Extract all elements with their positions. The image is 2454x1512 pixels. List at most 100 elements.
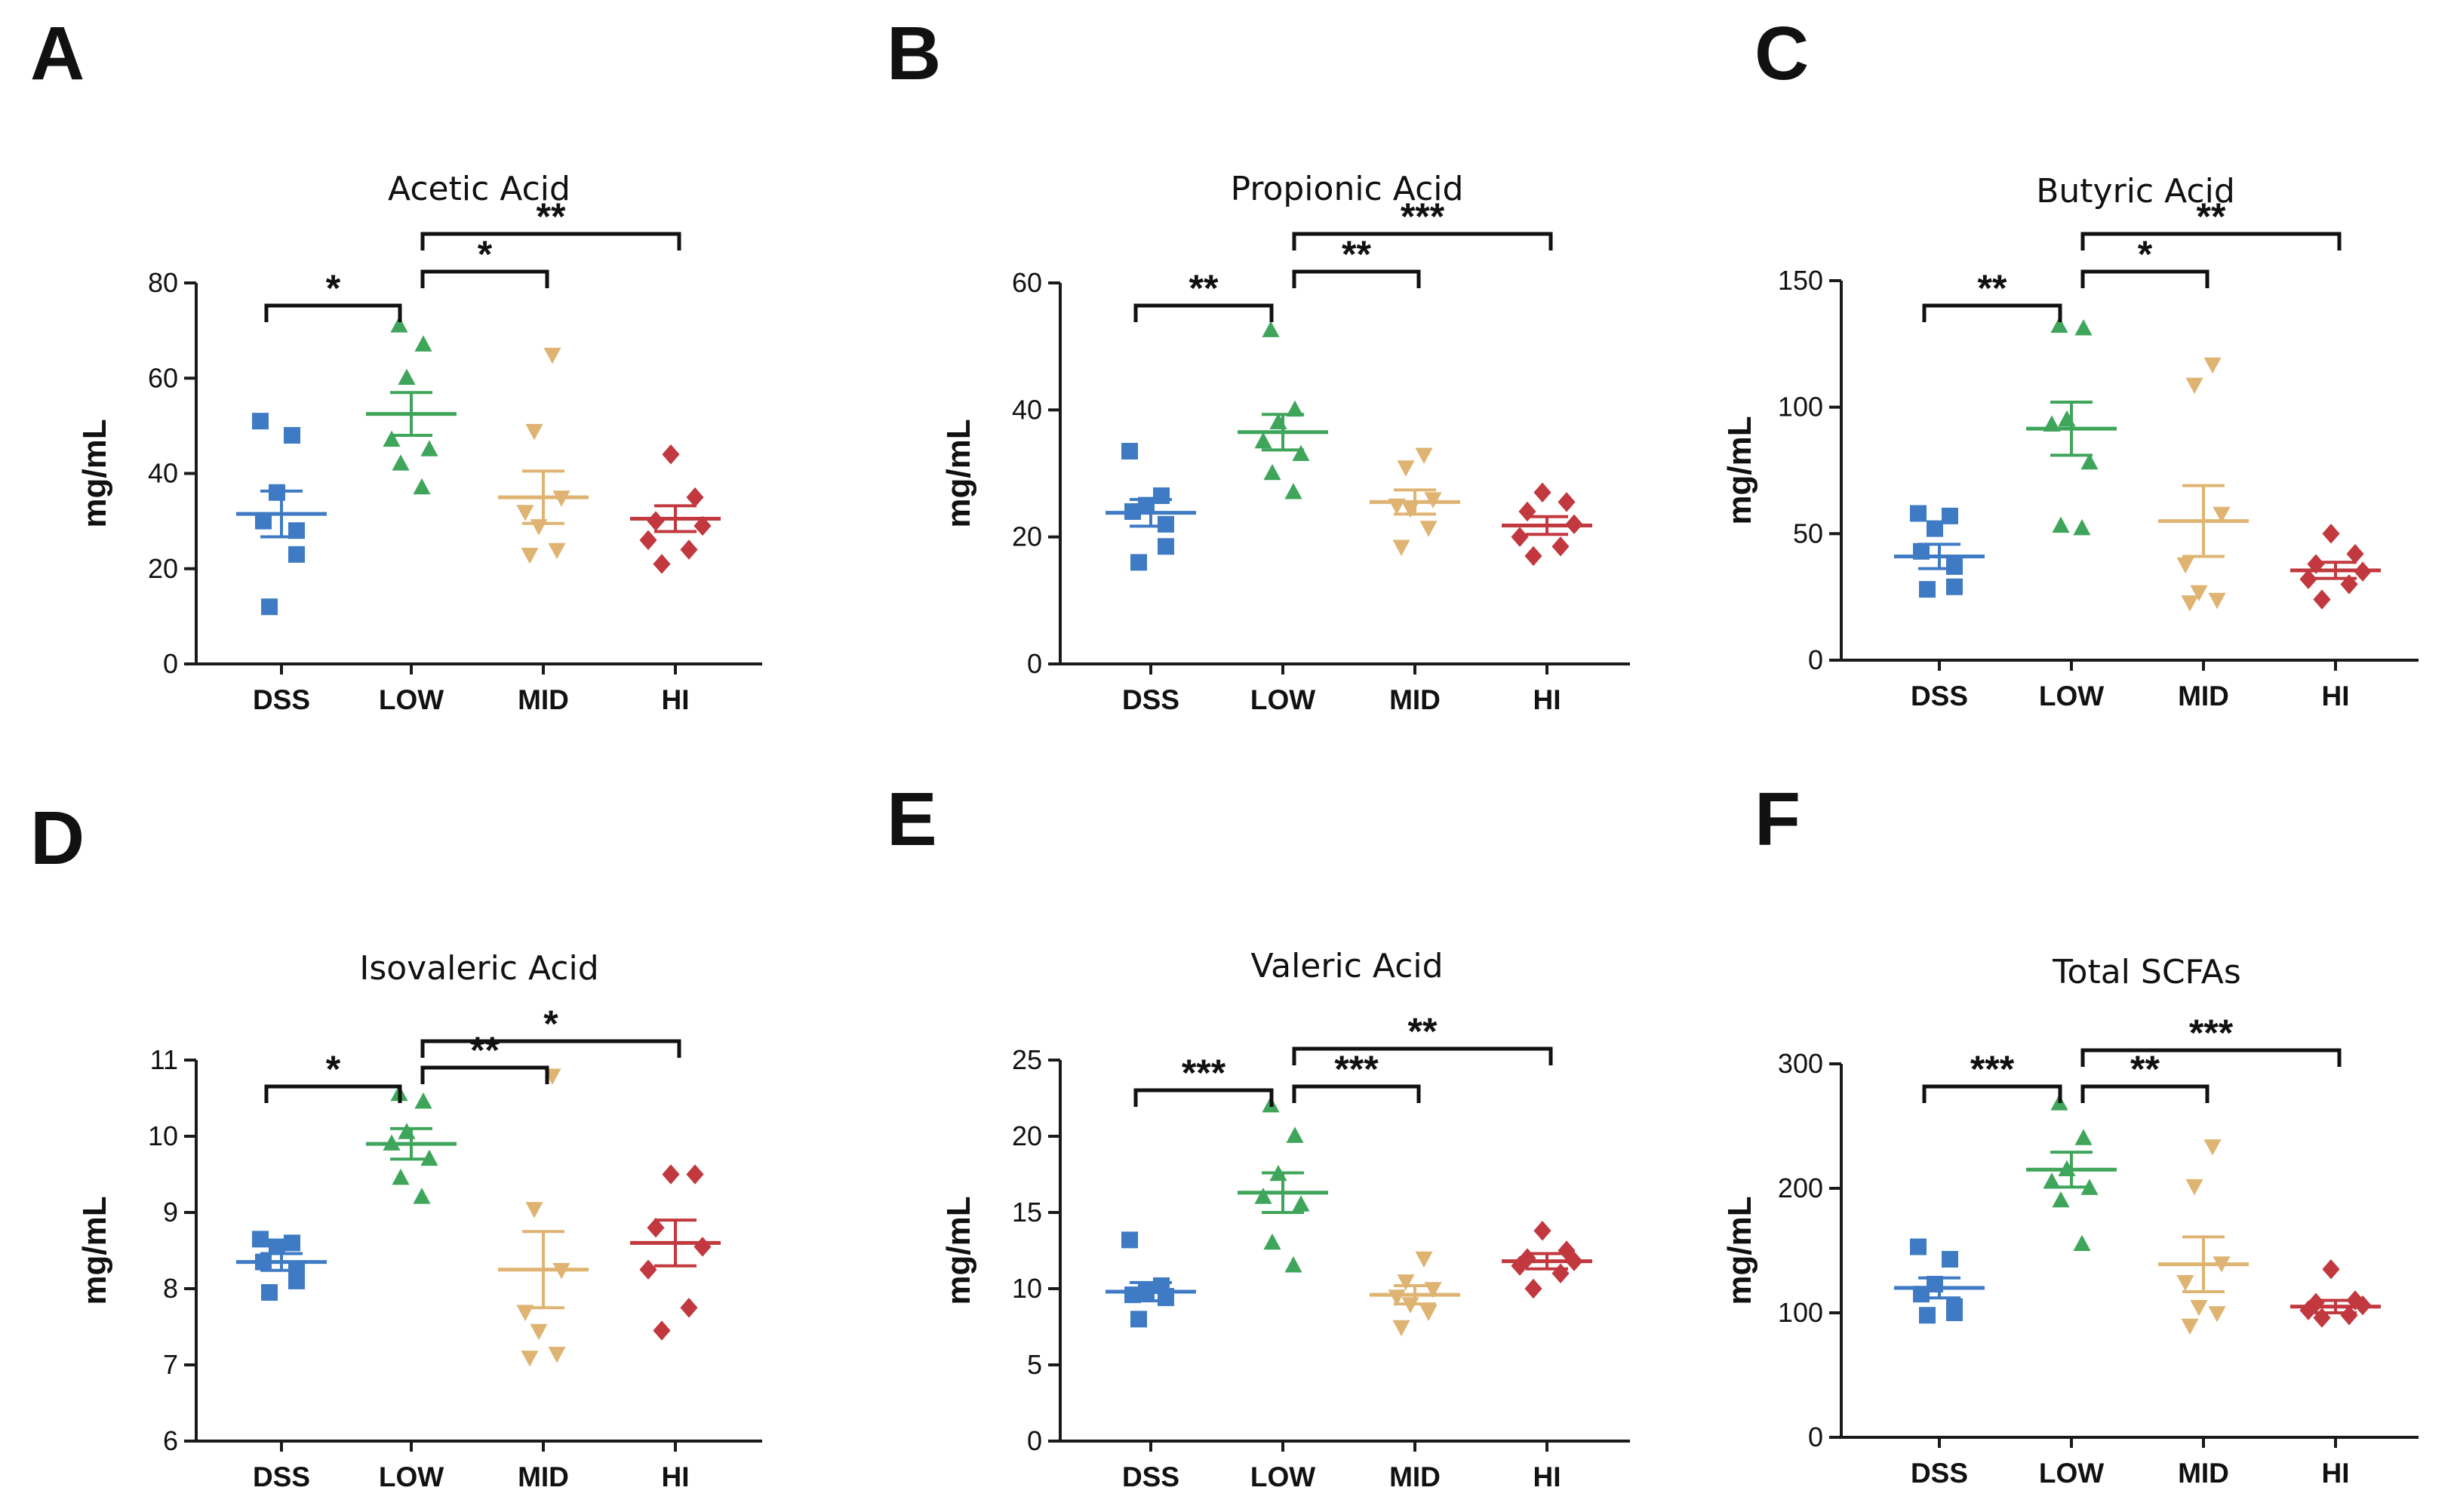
significance-bracket [2080,232,2342,250]
panel-letter: D [30,796,85,880]
data-point [1533,482,1551,502]
data-point [2322,524,2340,544]
x-tick-label: LOW [379,1461,444,1492]
y-tick-label: 11 [150,1044,178,1075]
significance-bracket [420,232,681,250]
data-point [2346,543,2364,564]
panel-letter: A [30,11,85,96]
data-point [288,545,305,563]
data-point [420,440,438,456]
x-tick-label: MID [2178,1458,2229,1489]
y-tick-label: 20 [1012,521,1042,552]
series-hi [2290,1259,2381,1328]
y-tick-label: 0 [1027,1425,1042,1456]
series-dss [236,1231,327,1301]
data-point [693,1237,712,1257]
data-point [2190,1299,2208,1317]
data-point [1419,521,1438,537]
chart-panel-f: F Total SCFAs 0 100 200 300 mg/mL DSS LOW MID HI **… [1721,777,2419,1489]
data-point [521,548,539,564]
significance-bracket [1292,1046,1553,1065]
data-point [1919,581,1936,598]
data-point [2340,1305,2358,1326]
y-axis-label: mg/mL [940,1196,977,1305]
x-tick-label: DSS [1122,684,1179,715]
data-point [1397,460,1415,477]
x-tick-label: HI [662,1461,690,1492]
y-tick-label: 300 [1778,1048,1823,1079]
significance-label: ** [2197,195,2226,238]
significance-bracket [1133,303,1274,322]
data-point [398,368,416,386]
data-point [2208,592,2226,610]
data-point [252,1231,269,1248]
series-dss [1894,1238,1985,1324]
significance-bracket [2080,1048,2342,1067]
data-point [1254,432,1272,449]
x-tick-label: HI [1533,1461,1561,1492]
data-point [1415,447,1433,464]
y-tick-label: 60 [1012,267,1042,298]
data-point [255,512,272,530]
data-point [525,1202,543,1219]
data-point [269,1238,285,1255]
significance-label: *** [1182,1052,1226,1094]
data-point [390,316,408,333]
significance-bracket [420,1065,549,1084]
series-mid [498,1068,589,1367]
data-point [1524,545,1542,567]
data-point [1130,554,1147,571]
x-tick-label: DSS [253,1461,310,1492]
data-point [521,1351,539,1367]
y-tick-label: 0 [1027,648,1042,679]
y-axis-label: mg/mL [1721,1196,1758,1305]
data-point [1927,520,1943,537]
series-dss [1106,1231,1196,1328]
x-tick-label: HI [662,684,690,715]
significance-bracket [1922,1084,2062,1103]
data-point [1946,578,1963,595]
series-mid [2158,357,2249,612]
data-point [2073,1234,2091,1252]
data-point [1533,1221,1551,1241]
significance-label: ** [1978,267,2007,309]
data-point [288,1272,305,1289]
y-tick-label: 9 [163,1197,178,1228]
x-tick-label: LOW [1250,1461,1315,1492]
chart-title: Total SCFAs [2052,953,2241,991]
data-point [2176,1274,2194,1292]
data-point [639,1259,657,1280]
data-point [2313,589,2331,610]
data-point [543,347,561,364]
series-low [2026,1094,2117,1252]
y-tick-label: 5 [1027,1349,1042,1380]
data-point [2181,1318,2199,1335]
data-point [662,444,680,465]
y-axis-label: mg/mL [1721,416,1758,524]
data-point [686,1164,704,1185]
data-point [686,487,704,508]
data-point [1254,1188,1272,1204]
series-dss [1106,443,1196,571]
x-tick-label: HI [2322,681,2350,711]
data-point [1121,1231,1138,1249]
data-point [414,335,432,352]
data-point [261,1284,278,1301]
x-tick-label: DSS [1122,1461,1179,1492]
data-point [680,539,698,560]
y-tick-label: 40 [148,458,178,489]
data-point [2073,518,2091,536]
data-point [530,1323,548,1341]
significance-label: *** [1970,1048,2015,1090]
y-tick-label: 50 [1793,518,1823,549]
data-point [1286,1126,1304,1143]
data-point [548,1347,566,1363]
y-tick-label: 20 [1012,1120,1042,1151]
significance-label: *** [1334,1048,1379,1090]
series-hi [2290,524,2381,610]
significance-bracket [264,303,402,322]
chart-title: Valeric Acid [1250,947,1443,985]
data-point [2074,1129,2093,1145]
data-point [639,530,657,551]
